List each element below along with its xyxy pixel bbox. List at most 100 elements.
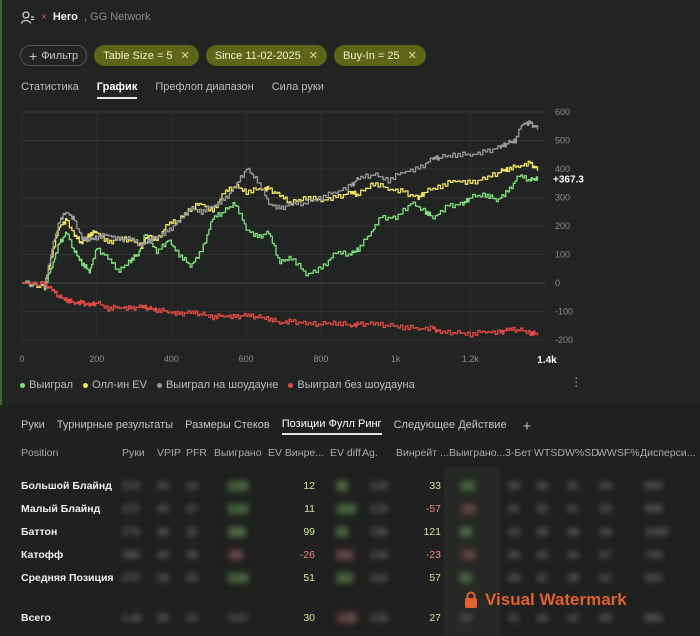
filter-chip-since[interactable]: Since 11-02-2025 ✕ (205, 45, 328, 66)
col-header[interactable]: W%SD (565, 447, 599, 459)
tab-preflop-range[interactable]: Префлоп диапазон (155, 81, 254, 93)
y-tick-label: 0 (555, 278, 560, 288)
tab-next-action[interactable]: Следующее Действие (393, 419, 507, 431)
watermark-text: Visual Watermark (485, 590, 627, 609)
winrate-cell: -57 (425, 503, 441, 515)
series-line (22, 174, 539, 291)
chart-legend: Выиграл Олл-ин EV Выиграл на шоудауне Вы… (20, 379, 415, 391)
legend-item-non-showdown[interactable]: Выиграл без шоудауна (288, 379, 415, 391)
blurred-cell: 35 (186, 549, 198, 561)
watermark: Visual Watermark (463, 590, 627, 610)
blurred-cell: 14 (186, 480, 198, 492)
legend-label: Выиграл (29, 379, 74, 391)
blurred-cell: 1.04 (228, 480, 249, 492)
col-header[interactable]: VPIP (157, 447, 181, 459)
chart-menu-icon[interactable]: · · · (574, 370, 579, 393)
blurred-cell: 44 (336, 526, 348, 538)
lock-icon (465, 591, 477, 608)
blurred-cell: 44 (567, 549, 579, 561)
table-row[interactable]: Катофф 286 40 35 -81 161 134 -14 36 32 44 57 740 -26 -… (0, 549, 700, 571)
y-tick-label: 500 (555, 136, 570, 146)
add-filter-button[interactable]: + Фильтр (20, 45, 88, 66)
position-name: Малый Блайнд (21, 503, 101, 515)
legend-item-won[interactable]: Выиграл (20, 379, 73, 391)
col-header[interactable]: Выиграно... (449, 447, 506, 459)
x-tick-label: 1.2k (462, 354, 480, 364)
tab-tournament-results[interactable]: Турнирные результаты (56, 419, 174, 431)
col-header[interactable]: 3-Бет (505, 447, 532, 459)
x-tick-label: 800 (313, 354, 328, 364)
blurred-cell: 1.23 (228, 503, 249, 515)
tab-graph[interactable]: График (96, 81, 138, 99)
blurred-cell: 286 (122, 549, 140, 561)
blurred-cell: 134 (370, 549, 388, 561)
col-header[interactable]: Ag. (362, 447, 378, 459)
legend-item-allin-ev[interactable]: Олл-ин EV (83, 379, 147, 391)
close-icon[interactable]: ✕ (407, 50, 417, 62)
table-row[interactable]: Малый Блайнд 272 40 37 1.23 -114 124 -16 31 32 41 6… (0, 503, 700, 525)
col-header[interactable]: EV diff. (330, 447, 364, 459)
filter-chip-table-size[interactable]: Table Size = 5 ✕ (94, 45, 199, 66)
y-tick-label: 200 (555, 221, 570, 231)
blurred-cell: 124 (370, 572, 388, 584)
col-header[interactable]: WWSF% (597, 447, 640, 459)
player-name: Hero (52, 11, 78, 23)
col-header[interactable]: Выиграно (214, 447, 262, 459)
table-row[interactable]: Баттон 273 36 32 186 44 136 68 24 38 48 56 1060 99 121 (0, 526, 700, 548)
blurred-cell: 186 (228, 526, 246, 538)
col-header[interactable]: Дисперси... (640, 447, 696, 459)
blurred-cell: 38 (567, 572, 579, 584)
col-header[interactable]: WTSD (534, 447, 565, 459)
legend-label: Выиграл без шоудауна (297, 379, 415, 391)
x-tick-label: 1k (391, 354, 401, 364)
blurred-cell: 64 (600, 480, 612, 492)
tab-hands[interactable]: Руки (21, 419, 45, 431)
add-tab-icon[interactable]: + (522, 418, 532, 435)
legend-label: Выиграл на шоудауне (165, 379, 279, 391)
blurred-cell: 136 (370, 526, 388, 538)
tab-hand-strength[interactable]: Сила руки (271, 81, 324, 93)
tab-statistics[interactable]: Статистика (21, 81, 79, 93)
series-line (22, 281, 539, 338)
table-row[interactable]: Средняя Позиция 270 28 26 1.44 116 124 84 28 31 38… (0, 572, 700, 594)
x-tick-label: 0 (19, 354, 24, 364)
close-icon[interactable]: ✕ (180, 50, 190, 62)
col-header[interactable]: EV Винре... (268, 447, 325, 459)
col-header[interactable]: Руки (122, 447, 145, 459)
blurred-cell: 1060 (645, 526, 669, 538)
table-total-row[interactable]: Всего 1.4k 36 24 3.67 -135 126 24 31 34 42 60 880 30 2… (0, 612, 700, 634)
blurred-cell: -114 (336, 503, 357, 515)
blurred-cell: 126 (370, 612, 388, 624)
blurred-cell: 273 (122, 526, 140, 538)
blurred-cell: 36 (508, 549, 520, 561)
blurred-cell: 68 (460, 526, 472, 538)
legend-label: Олл-ин EV (92, 379, 147, 391)
blurred-cell: 40 (157, 549, 169, 561)
winrate-cell: -23 (425, 549, 441, 561)
table-row[interactable]: Большой Блайнд 274 34 14 1.04 36 120 -41 28 36 31 6… (0, 480, 700, 502)
blurred-cell: 1.4k (122, 612, 142, 624)
legend-item-showdown[interactable]: Выиграл на шоудауне (156, 379, 279, 391)
blurred-cell: 28 (508, 480, 520, 492)
blurred-cell: 57 (600, 549, 612, 561)
blurred-cell: -135 (336, 612, 358, 624)
ev-winrate-cell: 51 (303, 572, 315, 584)
tab-stack-sizes[interactable]: Размеры Стеков (185, 419, 270, 431)
col-header[interactable]: Винрейт ... (396, 447, 449, 459)
blurred-cell: 34 (536, 612, 548, 624)
blurred-cell: 31 (567, 480, 579, 492)
ev-winrate-cell: 12 (303, 480, 315, 492)
player-icon[interactable] (21, 10, 35, 24)
blurred-cell: 274 (122, 480, 140, 492)
blurred-cell: 31 (508, 503, 520, 515)
blurred-cell: 31 (508, 612, 520, 624)
blurred-cell: 28 (508, 572, 520, 584)
filter-chip-buy-in[interactable]: Buy-In = 25 ✕ (334, 45, 426, 66)
close-icon[interactable]: ✕ (308, 50, 319, 62)
tab-full-ring-positions[interactable]: Позиции Фулл Ринг (281, 418, 382, 435)
col-header[interactable]: PFR (186, 447, 207, 459)
remove-player-icon[interactable]: × (41, 11, 47, 23)
col-header[interactable]: Position (21, 447, 59, 459)
current-value-label: +367.3 (553, 174, 584, 185)
x-tick-label: 200 (89, 354, 104, 364)
